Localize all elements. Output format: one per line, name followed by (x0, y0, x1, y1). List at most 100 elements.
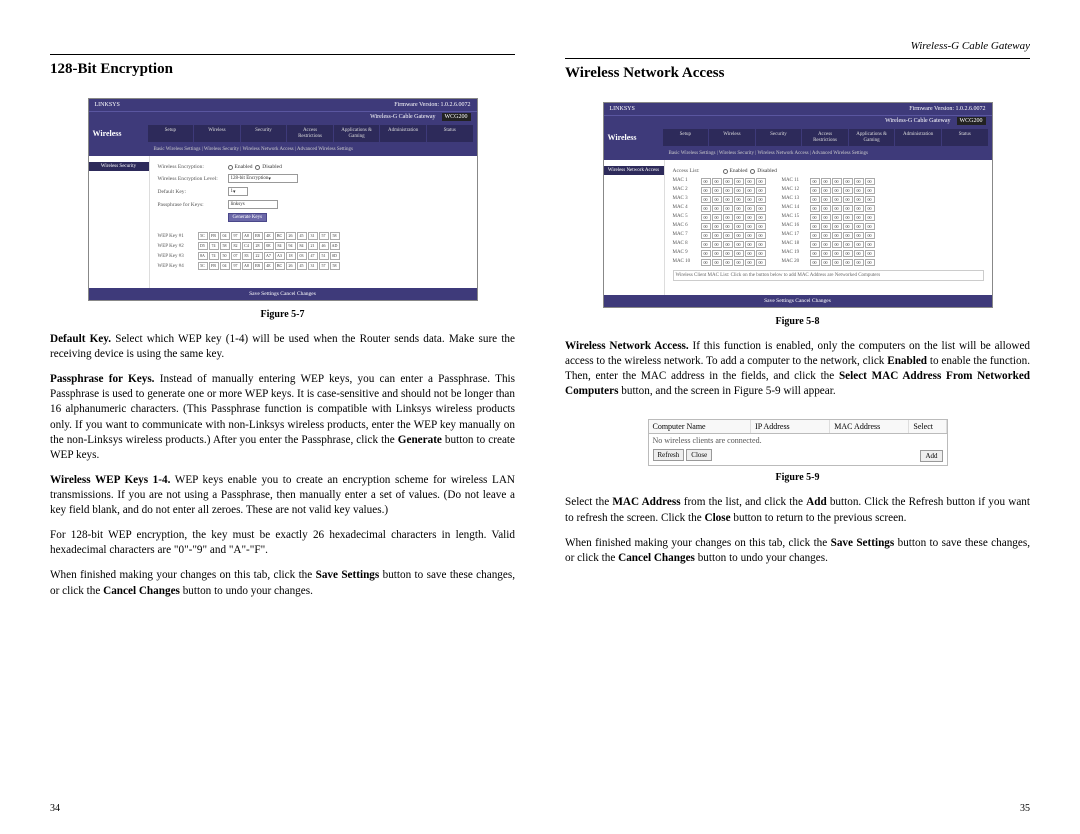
mac-input[interactable]: 000000000000 (701, 196, 766, 203)
mac-cell[interactable]: 00 (756, 241, 766, 248)
add-button[interactable]: Add (920, 450, 942, 462)
mac-cell[interactable]: 00 (854, 214, 864, 221)
mac-cell[interactable]: 00 (832, 214, 842, 221)
mac-cell[interactable]: 00 (745, 223, 755, 230)
mac-cell[interactable]: 00 (854, 259, 864, 266)
defkey-select[interactable]: 1 ▾ (228, 187, 248, 196)
mac-cell[interactable]: 00 (756, 250, 766, 257)
mac-cell[interactable]: 00 (821, 241, 831, 248)
mac-cell[interactable]: 00 (712, 223, 722, 230)
tab-status-r[interactable]: Status (942, 129, 988, 146)
mac-cell[interactable]: 00 (756, 214, 766, 221)
radio-disabled[interactable] (255, 165, 260, 170)
mac-input[interactable]: 000000000000 (701, 187, 766, 194)
mac-cell[interactable]: 00 (723, 241, 733, 248)
mac-cell[interactable]: 00 (701, 214, 711, 221)
mac-cell[interactable]: 00 (843, 259, 853, 266)
mac-cell[interactable]: 00 (734, 259, 744, 266)
level-select[interactable]: 128-bit Encryption ▾ (228, 174, 298, 183)
mac-input[interactable]: 000000000000 (810, 259, 875, 266)
mac-cell[interactable]: 00 (810, 259, 820, 266)
mac-cell[interactable]: 00 (832, 259, 842, 266)
tab-access[interactable]: Access Restrictions (287, 125, 333, 142)
tab-admin-r[interactable]: Administration (895, 129, 941, 146)
mac-cell[interactable]: 00 (865, 232, 875, 239)
mac-input[interactable]: 000000000000 (810, 214, 875, 221)
mac-cell[interactable]: 00 (810, 214, 820, 221)
mac-cell[interactable]: 00 (701, 232, 711, 239)
mac-input[interactable]: 000000000000 (810, 232, 875, 239)
mac-cell[interactable]: 00 (745, 259, 755, 266)
mac-cell[interactable]: 00 (756, 205, 766, 212)
mac-cell[interactable]: 00 (745, 232, 755, 239)
tab-access-r[interactable]: Access Restrictions (802, 129, 848, 146)
mac-cell[interactable]: 00 (832, 223, 842, 230)
mac-cell[interactable]: 00 (854, 205, 864, 212)
mac-cell[interactable]: 00 (821, 259, 831, 266)
radio-enabled[interactable] (228, 165, 233, 170)
mac-cell[interactable]: 00 (701, 259, 711, 266)
mac-cell[interactable]: 00 (843, 214, 853, 221)
mac-cell[interactable]: 00 (843, 187, 853, 194)
mac-cell[interactable]: 00 (854, 241, 864, 248)
mac-cell[interactable]: 00 (810, 196, 820, 203)
mac-input[interactable]: 000000000000 (810, 223, 875, 230)
tab-security-r[interactable]: Security (756, 129, 802, 146)
shot-footer-r[interactable]: Save Settings Cancel Changes (604, 295, 992, 307)
mac-input[interactable]: 000000000000 (810, 241, 875, 248)
mac-cell[interactable]: 00 (810, 232, 820, 239)
mac-cell[interactable]: 00 (821, 178, 831, 185)
tab-setup[interactable]: Setup (148, 125, 194, 142)
mac-cell[interactable]: 00 (854, 187, 864, 194)
mac-cell[interactable]: 00 (821, 214, 831, 221)
mac-cell[interactable]: 00 (810, 241, 820, 248)
mac-cell[interactable]: 00 (843, 241, 853, 248)
mac-input[interactable]: 000000000000 (810, 250, 875, 257)
mac-cell[interactable]: 00 (712, 232, 722, 239)
mac-cell[interactable]: 00 (734, 187, 744, 194)
mac-cell[interactable]: 00 (821, 196, 831, 203)
mac-cell[interactable]: 00 (745, 196, 755, 203)
mac-cell[interactable]: 00 (810, 187, 820, 194)
mac-cell[interactable]: 00 (756, 259, 766, 266)
mac-cell[interactable]: 00 (701, 196, 711, 203)
mac-cell[interactable]: 00 (745, 241, 755, 248)
k4-grid[interactable]: 5CFB0497A8EB4EBC2645315758 (198, 262, 340, 270)
mac-cell[interactable]: 00 (734, 232, 744, 239)
mac-cell[interactable]: 00 (723, 178, 733, 185)
mac-cell[interactable]: 00 (854, 178, 864, 185)
mac-input[interactable]: 000000000000 (701, 259, 766, 266)
mac-cell[interactable]: 00 (843, 223, 853, 230)
mac-cell[interactable]: 00 (843, 178, 853, 185)
mac-cell[interactable]: 00 (734, 178, 744, 185)
mac-cell[interactable]: 00 (712, 205, 722, 212)
mac-cell[interactable]: 00 (701, 241, 711, 248)
mac-cell[interactable]: 00 (723, 232, 733, 239)
mac-cell[interactable]: 00 (756, 196, 766, 203)
mac-cell[interactable]: 00 (745, 250, 755, 257)
mac-cell[interactable]: 00 (832, 196, 842, 203)
generate-keys-button[interactable]: Generate Keys (228, 213, 268, 222)
mac-cell[interactable]: 00 (756, 223, 766, 230)
tab-apps-r[interactable]: Applications & Gaming (849, 129, 895, 146)
mac-cell[interactable]: 00 (865, 259, 875, 266)
mac-cell[interactable]: 00 (821, 205, 831, 212)
mac-cell[interactable]: 00 (745, 178, 755, 185)
mac-cell[interactable]: 00 (712, 250, 722, 257)
mac-input[interactable]: 000000000000 (810, 196, 875, 203)
mac-cell[interactable]: 00 (843, 232, 853, 239)
mac-cell[interactable]: 00 (701, 178, 711, 185)
mac-cell[interactable]: 00 (810, 223, 820, 230)
mac-cell[interactable]: 00 (723, 250, 733, 257)
mac-input[interactable]: 000000000000 (701, 241, 766, 248)
mac-cell[interactable]: 00 (701, 250, 711, 257)
mac-cell[interactable]: 00 (712, 259, 722, 266)
mac-cell[interactable]: 00 (832, 178, 842, 185)
mac-cell[interactable]: 00 (832, 187, 842, 194)
mac-cell[interactable]: 00 (723, 187, 733, 194)
mac-cell[interactable]: 00 (854, 223, 864, 230)
mac-input[interactable]: 000000000000 (810, 178, 875, 185)
mac-cell[interactable]: 00 (865, 187, 875, 194)
mac-input[interactable]: 000000000000 (701, 214, 766, 221)
mac-cell[interactable]: 00 (865, 178, 875, 185)
